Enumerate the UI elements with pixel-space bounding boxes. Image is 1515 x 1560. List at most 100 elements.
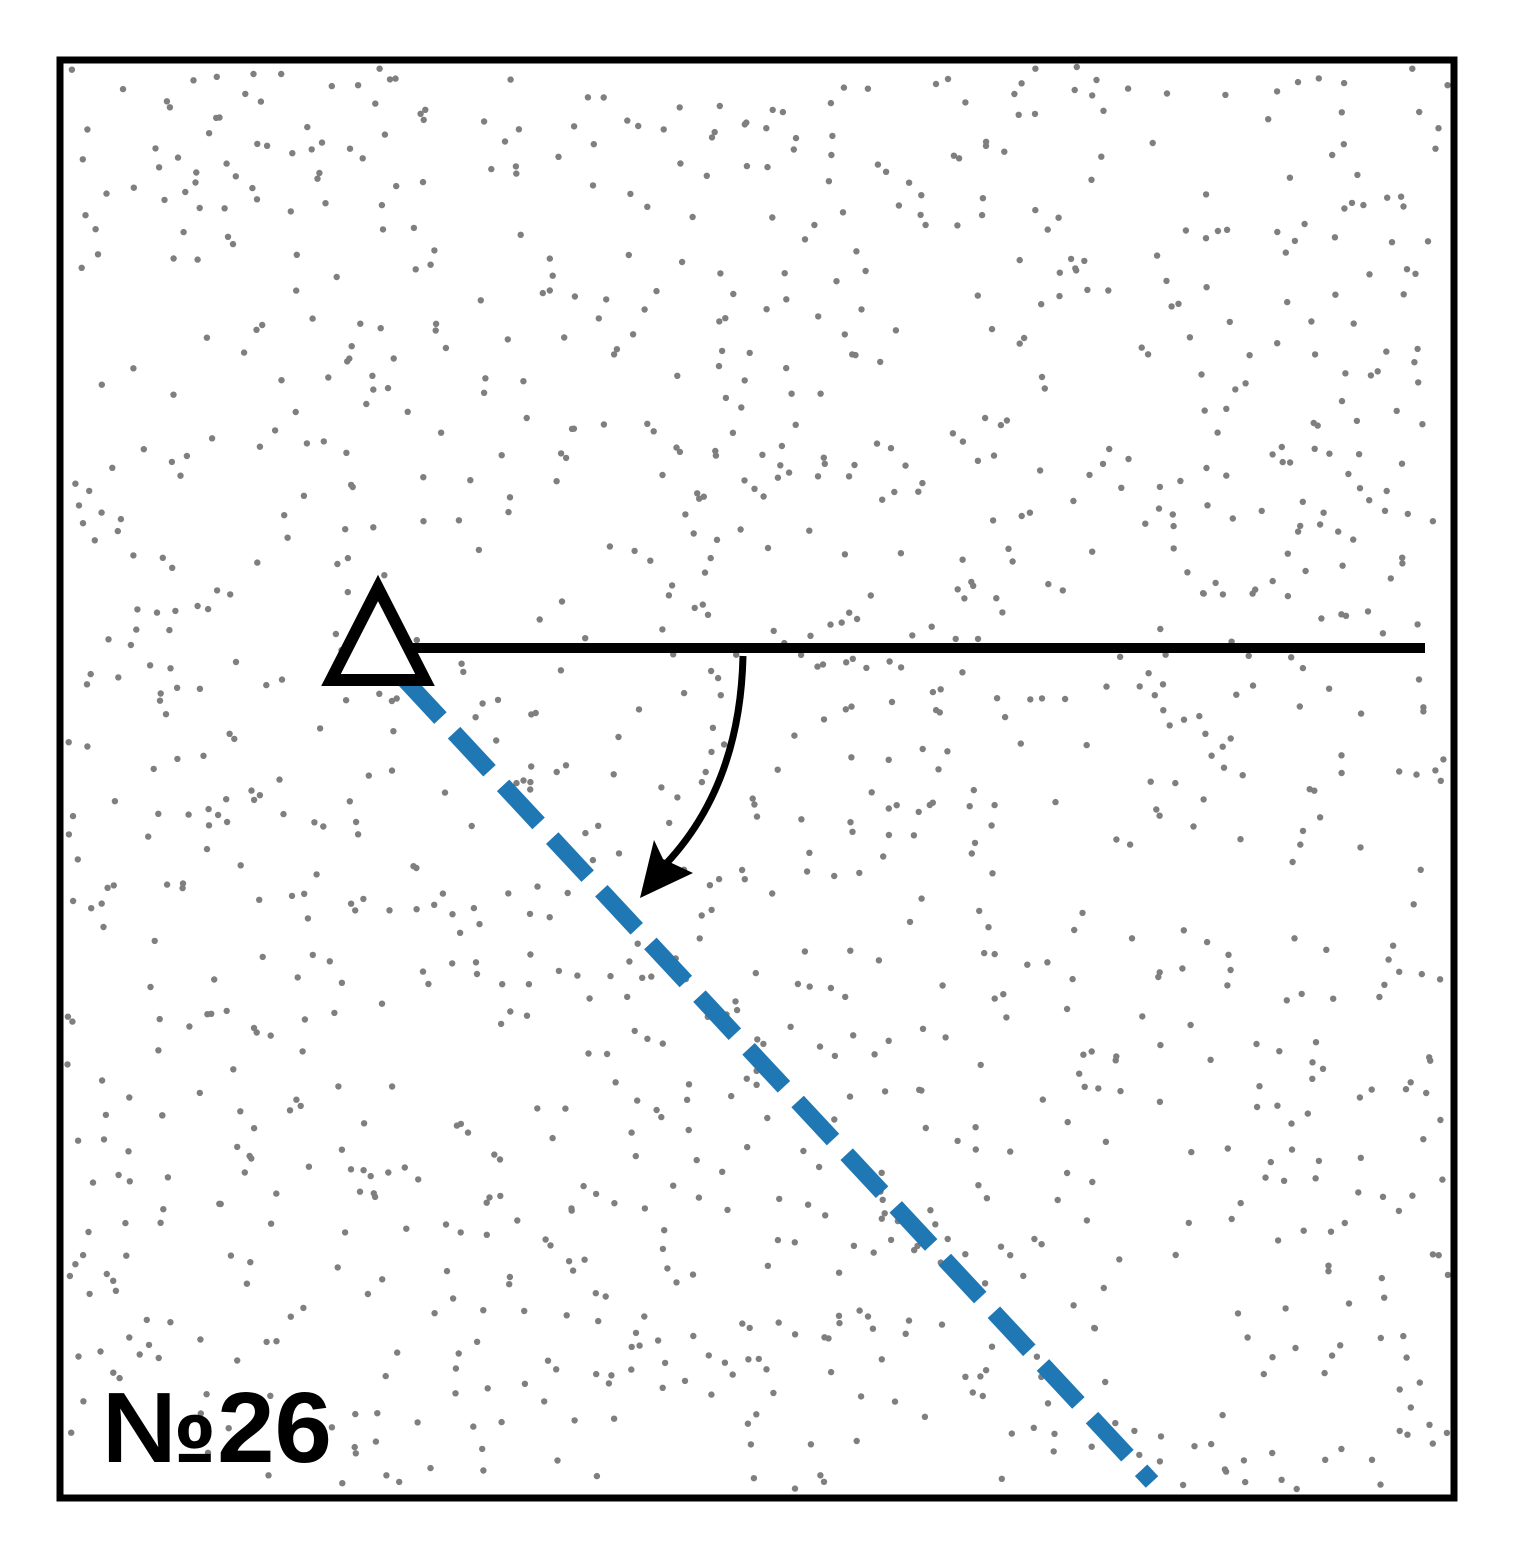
speckle-dot [1033,1353,1041,1360]
speckle-dot [791,1485,799,1492]
speckle-dot [1274,1102,1281,1109]
speckle-dot [179,884,186,892]
speckle-dot [871,1051,878,1058]
speckle-dot [816,1043,824,1050]
speckle-dot [342,526,349,533]
speckle-dot [1131,1427,1138,1435]
speckle-dot [1044,1400,1052,1407]
speckle-dot [348,343,355,350]
speckle-dot [505,890,512,897]
speckle-dot [635,706,643,713]
speckle-dot [1299,498,1307,505]
speckle-dot [413,636,420,644]
speckle-dot [852,351,859,359]
speckle-dot [1330,995,1337,1002]
speckle-dot [801,236,809,243]
speckle-dot [452,1390,459,1397]
speckle-dot [553,768,560,776]
speckle-dot [1312,1039,1320,1046]
speckle-dot [1222,1468,1230,1475]
speckle-dot [1316,814,1324,821]
speckle-dot [197,1410,204,1417]
speckle-dot [708,1391,715,1398]
speckle-dot [553,478,560,485]
speckle-dot [65,739,72,746]
speckle-dot [263,1338,270,1346]
speckle-dot [1288,1120,1295,1127]
speckle-dot [1278,1476,1285,1484]
speckle-dot [1156,1458,1164,1465]
speckle-dot [817,1472,824,1479]
speckle-dot [123,1252,130,1259]
speckle-dot [443,1267,451,1275]
speckle-dot [835,1312,843,1320]
speckle-dot [104,884,111,891]
speckle-dot [457,1229,464,1236]
speckle-dot [363,400,370,408]
speckle-dot [1050,1448,1057,1455]
speckle-dot [1083,741,1090,749]
speckle-dot [879,496,886,503]
speckle-dot [1156,812,1163,819]
speckle-dot [308,146,315,153]
speckle-dot [532,709,539,717]
speckle-dot [1444,82,1451,89]
speckle-dot [891,1398,899,1405]
speckle-dot [352,907,359,914]
speckle-dot [1168,303,1175,310]
speckle-dot [1159,681,1167,688]
speckle-dot [972,1146,979,1153]
speckle-dot [626,958,633,965]
speckle-dot [1377,1334,1385,1342]
speckle-dot [1342,370,1349,377]
speckle-dot [822,1212,829,1219]
speckle-dot [539,289,546,297]
speckle-dot [116,1374,123,1382]
speckle-dot [1387,575,1395,582]
speckle-dot [1396,1427,1403,1435]
speckle-dot [1038,373,1046,381]
speckle-dot [753,813,761,820]
speckle-dot [166,626,173,634]
speckle-dot [1093,76,1100,84]
speckle-dot [712,452,720,459]
speckle-dot [706,882,714,889]
speckle-dot [1300,1227,1307,1234]
speckle-dot [1203,938,1211,946]
speckle-dot [401,1164,408,1171]
speckle-dot [431,247,438,254]
speckle-dot [1279,458,1286,466]
speckle-dot [352,1410,359,1418]
speckle-dot [382,1372,389,1380]
speckle-dot [360,1167,367,1174]
speckle-dot [105,636,112,643]
speckle-dot [155,1047,162,1054]
speckle-dot [449,1295,457,1302]
speckle-dot [204,605,212,613]
speckle-dot [213,587,221,594]
speckle-dot [902,1330,909,1338]
speckle-dot [1385,956,1392,963]
speckle-dot [155,1354,162,1362]
speckle-dot [954,222,961,229]
speckle-dot [654,1337,662,1344]
speckle-dot [256,792,264,799]
speckle-dot [1220,764,1228,771]
speckle-dot [976,907,983,915]
speckle-dot [419,178,427,186]
speckle-dot [1252,586,1259,593]
speckle-dot [130,552,137,559]
speckle-dot [271,427,279,434]
speckle-dot [592,1190,600,1198]
speckle-dot [153,609,161,616]
speckle-dot [233,1450,240,1457]
speckle-dot [259,953,266,961]
speckle-dot [223,160,230,167]
speckle-dot [480,118,488,125]
speckle-dot [564,889,571,897]
speckle-dot [204,1449,212,1457]
speckle-dot [628,1366,635,1373]
speckle-dot [293,1096,300,1103]
speckle-dot [887,1236,895,1244]
speckle-dot [959,556,966,563]
